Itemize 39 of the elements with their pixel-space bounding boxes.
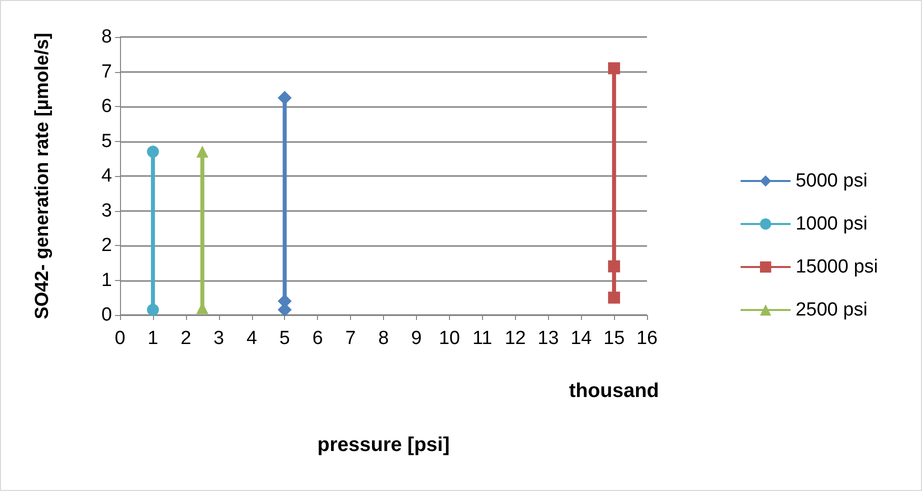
x-tick-label: 11: [472, 328, 492, 349]
point: [278, 90, 292, 105]
y-tick-label: 8: [101, 26, 112, 48]
x-tick-label: 7: [345, 328, 356, 349]
x-tick-label: 12: [504, 328, 526, 349]
x-axis-title: pressure [psi]: [317, 434, 450, 456]
text: thousand: [569, 380, 660, 402]
y-tick-label: 0: [101, 304, 112, 326]
y-tick-label: 7: [101, 61, 112, 82]
point: [608, 62, 620, 74]
y-tick-label: 6: [101, 96, 112, 117]
x-tick-label: 15: [603, 328, 625, 349]
y-tick-label: 2: [101, 235, 112, 256]
x-tick-label: 8: [378, 328, 389, 349]
x-tick-label: 16: [636, 328, 658, 349]
x-tick-label: 10: [438, 328, 460, 349]
point: [608, 292, 620, 304]
y-tick-label: 4: [101, 166, 112, 186]
legend-label: 2500 psi: [796, 300, 868, 320]
y-tick-label: 1: [101, 270, 112, 291]
x-tick-label: 3: [214, 328, 224, 349]
legend-label: 1000 psi: [796, 214, 868, 234]
point: [146, 146, 159, 158]
point: [608, 260, 620, 272]
x-tick-label: 1: [148, 328, 158, 349]
x-tick-label: 14: [570, 328, 592, 349]
x-tick-label: 9: [411, 328, 422, 349]
legend-label: 5000 psi: [796, 170, 868, 192]
x-tick-label: 4: [246, 328, 258, 349]
y-axis-title: SO42- generation rate [µmole/s]: [32, 32, 53, 320]
x-tick-label: 0: [114, 328, 126, 349]
point: [146, 304, 159, 316]
legend-label: 15000 psi: [796, 256, 878, 278]
x-tick-label: 6: [312, 328, 323, 349]
x-tick-label: 5: [279, 328, 290, 349]
x-tick-label: 13: [538, 328, 559, 349]
y-tick-label: 5: [101, 130, 112, 152]
x-tick-label: 2: [180, 328, 192, 349]
y-tick-label: 3: [101, 200, 112, 222]
